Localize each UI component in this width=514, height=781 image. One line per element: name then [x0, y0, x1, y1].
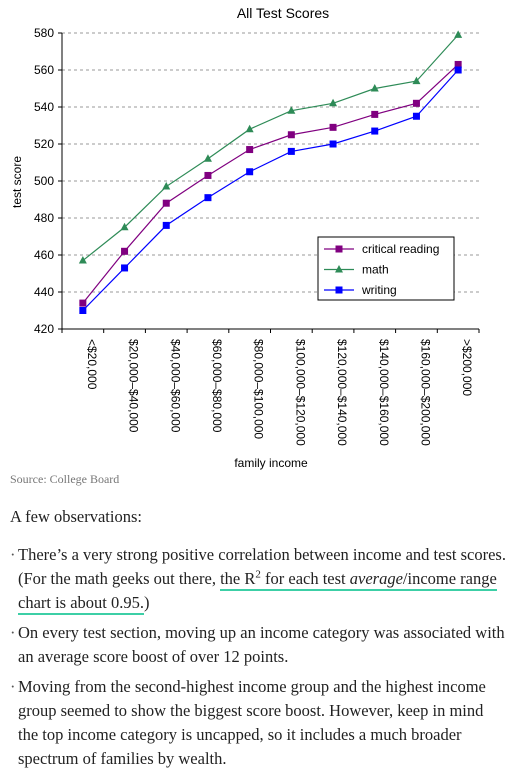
- observation-item: · On every test section, moving up an inc…: [10, 623, 505, 666]
- legend: critical reading math writing: [317, 236, 455, 301]
- source-caption: Source: College Board: [10, 472, 120, 486]
- data-point: [370, 84, 379, 92]
- data-point: [454, 30, 463, 38]
- x-axis-label: family income: [234, 456, 308, 470]
- data-point: [412, 76, 421, 85]
- observation-item: · Moving from the second-highest income g…: [10, 677, 486, 768]
- data-point: [162, 221, 170, 229]
- data-point: [371, 127, 379, 135]
- data-point: [329, 123, 337, 131]
- intro-text: A few observations:: [10, 507, 142, 526]
- x-tick-label: <$20,000: [85, 339, 99, 390]
- x-tick-label: $40,000–$60,000: [168, 339, 182, 433]
- series: [79, 66, 462, 314]
- data-point: [204, 171, 212, 179]
- observation-item: · There’s a very strong positive correlat…: [10, 543, 506, 615]
- data-point: [329, 98, 338, 107]
- series-line: [82, 34, 459, 262]
- y-axis-ticks: 420 440 460 480 500 520 540 560 580: [34, 26, 62, 336]
- y-tick-label: 520: [34, 137, 54, 151]
- data-point: [287, 106, 296, 114]
- data-point: [412, 99, 420, 107]
- x-tick-label: $100,000–$120,000: [293, 339, 307, 446]
- series: [78, 30, 463, 264]
- data-point: [246, 168, 254, 176]
- highlighted-text: the R2 for each test average/income rang…: [18, 569, 497, 615]
- observation-list: · There’s a very strong positive correlat…: [10, 543, 506, 771]
- data-point: [162, 182, 171, 190]
- bullet-dot: ·: [10, 545, 16, 564]
- legend-entry: writing: [324, 283, 397, 297]
- series-line: [82, 69, 459, 311]
- data-point: [120, 222, 129, 231]
- series-layer: [78, 30, 463, 314]
- data-point: [204, 194, 212, 202]
- data-point: [335, 286, 343, 294]
- data-point: [162, 199, 170, 207]
- x-tick-label: $160,000–$200,000: [418, 339, 432, 446]
- x-tick-label: $140,000–$160,000: [377, 339, 391, 446]
- bullet-dot: ·: [10, 623, 16, 642]
- x-tick-label: >$200,000: [460, 339, 474, 396]
- y-tick-label: 420: [34, 322, 54, 336]
- y-tick-label: 540: [34, 100, 54, 114]
- x-tick-label: $60,000–$80,000: [210, 339, 224, 433]
- bullet-dot: ·: [10, 677, 16, 696]
- legend-entry: math: [324, 263, 389, 277]
- data-point: [371, 110, 379, 118]
- data-point: [335, 265, 343, 273]
- data-point: [203, 154, 212, 162]
- y-tick-label: 480: [34, 211, 54, 225]
- data-point: [287, 147, 295, 155]
- data-point: [79, 307, 87, 314]
- chart: All Test Scores 420 440 460 480 500 520 540 560…: [10, 5, 480, 470]
- series: [79, 60, 462, 307]
- x-axis-ticks: <$20,000 $20,000–$40,000 $40,000–$60,000 $6…: [61, 329, 480, 446]
- data-point: [454, 66, 462, 74]
- data-point: [246, 146, 254, 154]
- y-tick-label: 440: [34, 285, 54, 299]
- x-tick-label: $120,000–$140,000: [335, 339, 349, 446]
- x-tick-label: $80,000–$100,000: [252, 339, 266, 439]
- y-axis-label: test score: [10, 156, 24, 208]
- y-tick-label: 580: [34, 26, 54, 40]
- legend-label: math: [362, 263, 389, 277]
- y-tick-label: 560: [34, 63, 54, 77]
- legend-entry: critical reading: [324, 242, 439, 256]
- data-point: [329, 140, 337, 148]
- chart-title: All Test Scores: [237, 5, 329, 21]
- legend-label: writing: [361, 283, 397, 297]
- data-point: [121, 264, 129, 272]
- data-point: [79, 299, 87, 307]
- y-tick-label: 500: [34, 174, 54, 188]
- y-tick-label: 460: [34, 248, 54, 262]
- data-point: [78, 256, 87, 264]
- x-tick-label: $20,000–$40,000: [127, 339, 141, 433]
- data-point: [121, 247, 129, 255]
- data-point: [335, 245, 343, 253]
- data-point: [454, 60, 462, 68]
- data-point: [412, 112, 420, 120]
- data-point: [287, 131, 295, 139]
- legend-label: critical reading: [362, 242, 439, 256]
- article-body: A few observations: · There’s a very stro…: [10, 505, 506, 777]
- data-point: [245, 124, 254, 133]
- series-line: [82, 64, 459, 304]
